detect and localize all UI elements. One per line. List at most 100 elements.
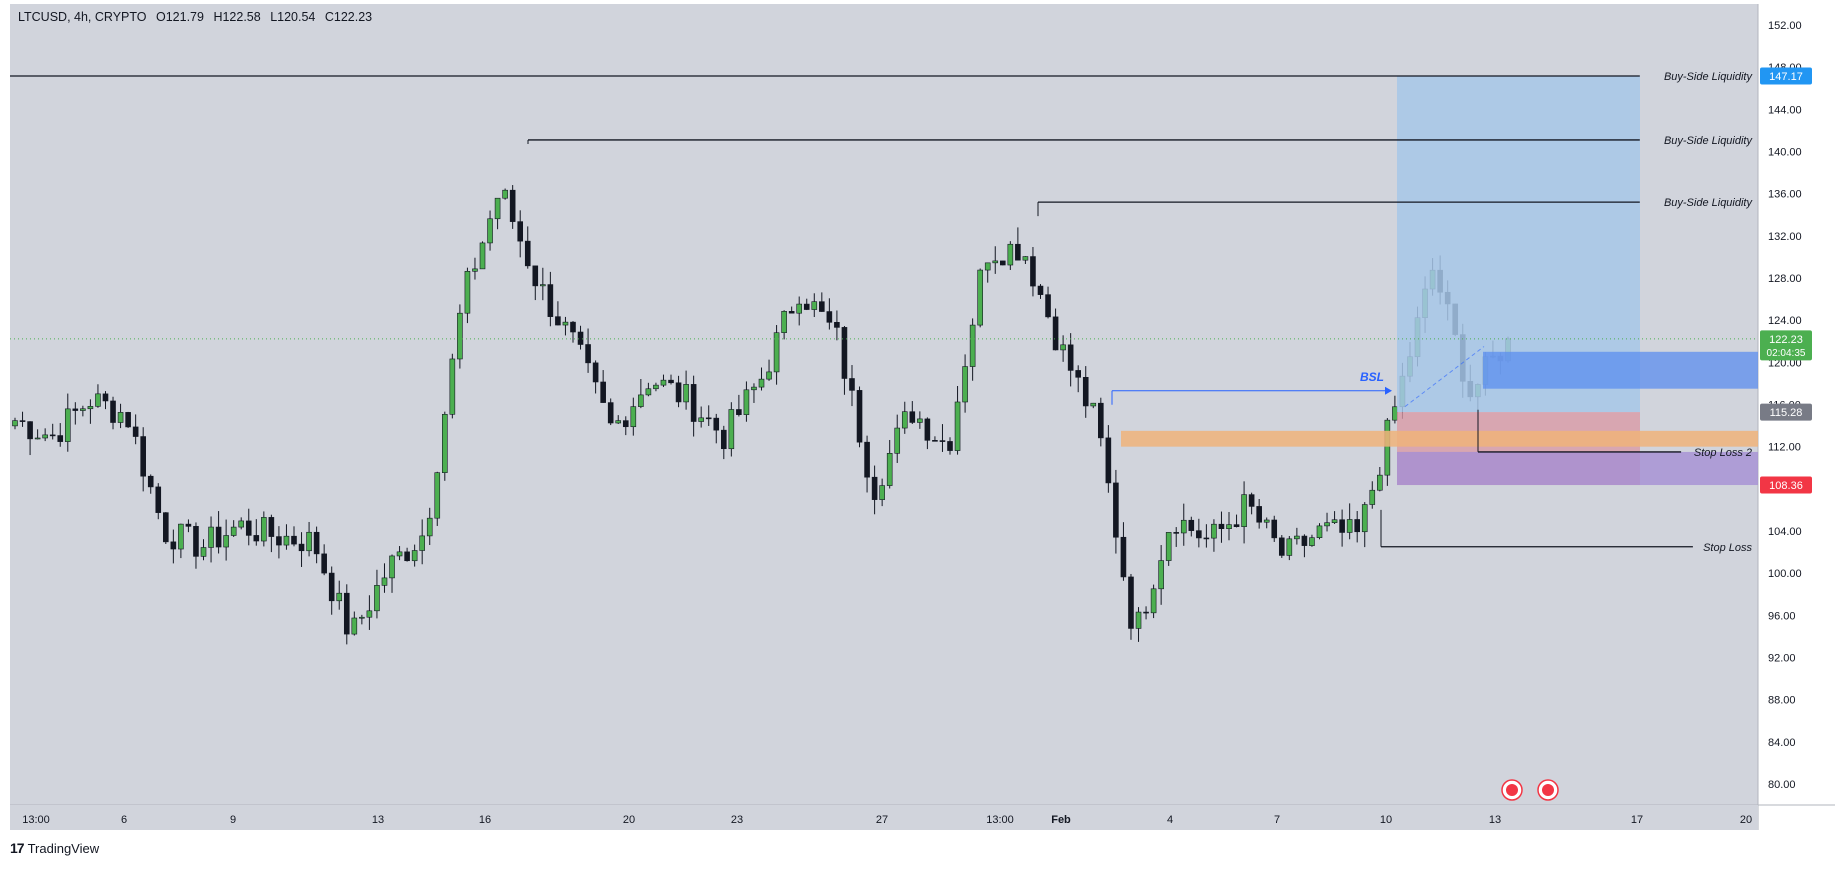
symbol-header: LTCUSD, 4h, CRYPTO O121.79 H122.58 L120.… <box>18 10 378 24</box>
x-tick-label: 17 <box>1631 814 1643 826</box>
candle-body <box>841 327 848 379</box>
y-tick-label: 128.00 <box>1768 273 1802 285</box>
candle-body <box>532 265 539 287</box>
price-badge-label: 147.17 <box>1769 71 1803 83</box>
candle-body <box>705 417 712 420</box>
candle-body <box>1165 532 1172 561</box>
y-tick-label: 92.00 <box>1768 652 1796 664</box>
candle-body <box>796 303 803 314</box>
candle-body <box>178 523 184 550</box>
candle-body <box>313 531 320 555</box>
level-label: Buy-Side Liquidity <box>1664 71 1754 83</box>
close-value: C122.23 <box>324 10 373 24</box>
level-label: Stop Loss 2 <box>1694 447 1752 459</box>
candle-body <box>977 269 983 326</box>
level-label: Buy-Side Liquidity <box>1664 135 1754 147</box>
candle-body <box>773 332 780 373</box>
candle-body <box>1128 576 1134 629</box>
purple-zone <box>1397 451 1758 486</box>
candle-body <box>645 388 652 396</box>
candle-body <box>1309 537 1315 546</box>
candle-body <box>1241 494 1247 527</box>
bsl-arrow-head <box>1385 386 1392 395</box>
candle-body <box>1150 588 1157 614</box>
candle-body <box>34 437 41 440</box>
candle-body <box>999 260 1006 266</box>
candle-body <box>1286 538 1293 556</box>
candle-body <box>328 572 335 602</box>
candle-body <box>894 427 901 454</box>
y-tick-label: 84.00 <box>1768 737 1796 749</box>
candle-body <box>321 553 327 574</box>
candle-body <box>230 526 237 536</box>
candle-body <box>102 393 109 402</box>
candle-body <box>856 390 863 443</box>
candle-body <box>1316 525 1323 539</box>
level-label: Stop Loss <box>1703 542 1752 554</box>
candle-body <box>132 426 139 437</box>
candle-body <box>276 536 282 546</box>
candle-body <box>1173 532 1180 534</box>
candle-body <box>1211 523 1217 539</box>
candle-body <box>1196 530 1202 539</box>
candle-body <box>1339 519 1345 533</box>
blue-zone <box>1483 351 1758 389</box>
candle-body <box>622 420 629 428</box>
candle-body <box>359 616 365 619</box>
candle-body <box>215 526 222 548</box>
candle-body <box>660 379 667 386</box>
candle-body <box>19 420 26 422</box>
candle-body <box>494 197 501 220</box>
candle-body <box>675 382 682 403</box>
x-tick-label: 13:00 <box>22 814 50 826</box>
candle-body <box>479 242 486 270</box>
candle-body <box>163 512 169 543</box>
candle-body <box>600 381 606 403</box>
candle-body <box>1188 519 1195 531</box>
symbol-label[interactable]: LTCUSD, 4h, CRYPTO <box>18 10 147 24</box>
candle-body <box>555 316 561 326</box>
y-tick-label: 140.00 <box>1768 147 1802 159</box>
candle-body <box>969 324 976 367</box>
candle-body <box>819 301 825 312</box>
candle-body <box>743 389 750 415</box>
candle-body <box>57 435 64 442</box>
candle-body <box>1060 344 1066 351</box>
candle-body <box>932 440 938 442</box>
x-tick-label: 7 <box>1274 814 1280 826</box>
candle-body <box>653 384 659 390</box>
trend-dashed <box>1404 346 1485 408</box>
candle-body <box>1067 344 1074 371</box>
candle-body <box>49 434 56 437</box>
brand[interactable]: 17 TradingView <box>10 840 99 856</box>
y-tick-label: 124.00 <box>1768 315 1802 327</box>
candle-body <box>1120 536 1127 578</box>
low-value: L120.54 <box>270 10 316 24</box>
candle-body <box>1015 243 1021 261</box>
price-badge <box>1760 403 1812 421</box>
x-tick-label: 9 <box>230 814 236 826</box>
candle-body <box>487 218 493 244</box>
candle-body <box>1082 377 1089 407</box>
y-tick-label: 104.00 <box>1768 526 1802 538</box>
candle-body <box>170 541 177 550</box>
candle-body <box>1294 535 1300 540</box>
price-badge-label: 122.23 <box>1769 334 1803 346</box>
candle-body <box>766 371 772 380</box>
candle-body <box>1278 537 1285 556</box>
candle-body <box>1324 522 1330 527</box>
candle-body <box>728 409 735 450</box>
candle-body <box>668 379 674 384</box>
candle-body <box>434 472 441 519</box>
candle-body <box>924 418 931 441</box>
candle-body <box>1203 537 1210 540</box>
candle-body <box>811 301 818 310</box>
y-tick-label: 132.00 <box>1768 231 1802 243</box>
candle-body <box>449 358 456 415</box>
candle-body <box>803 303 810 310</box>
candle-body <box>419 535 425 551</box>
candle-body <box>577 331 584 345</box>
price-badge <box>1760 476 1812 494</box>
